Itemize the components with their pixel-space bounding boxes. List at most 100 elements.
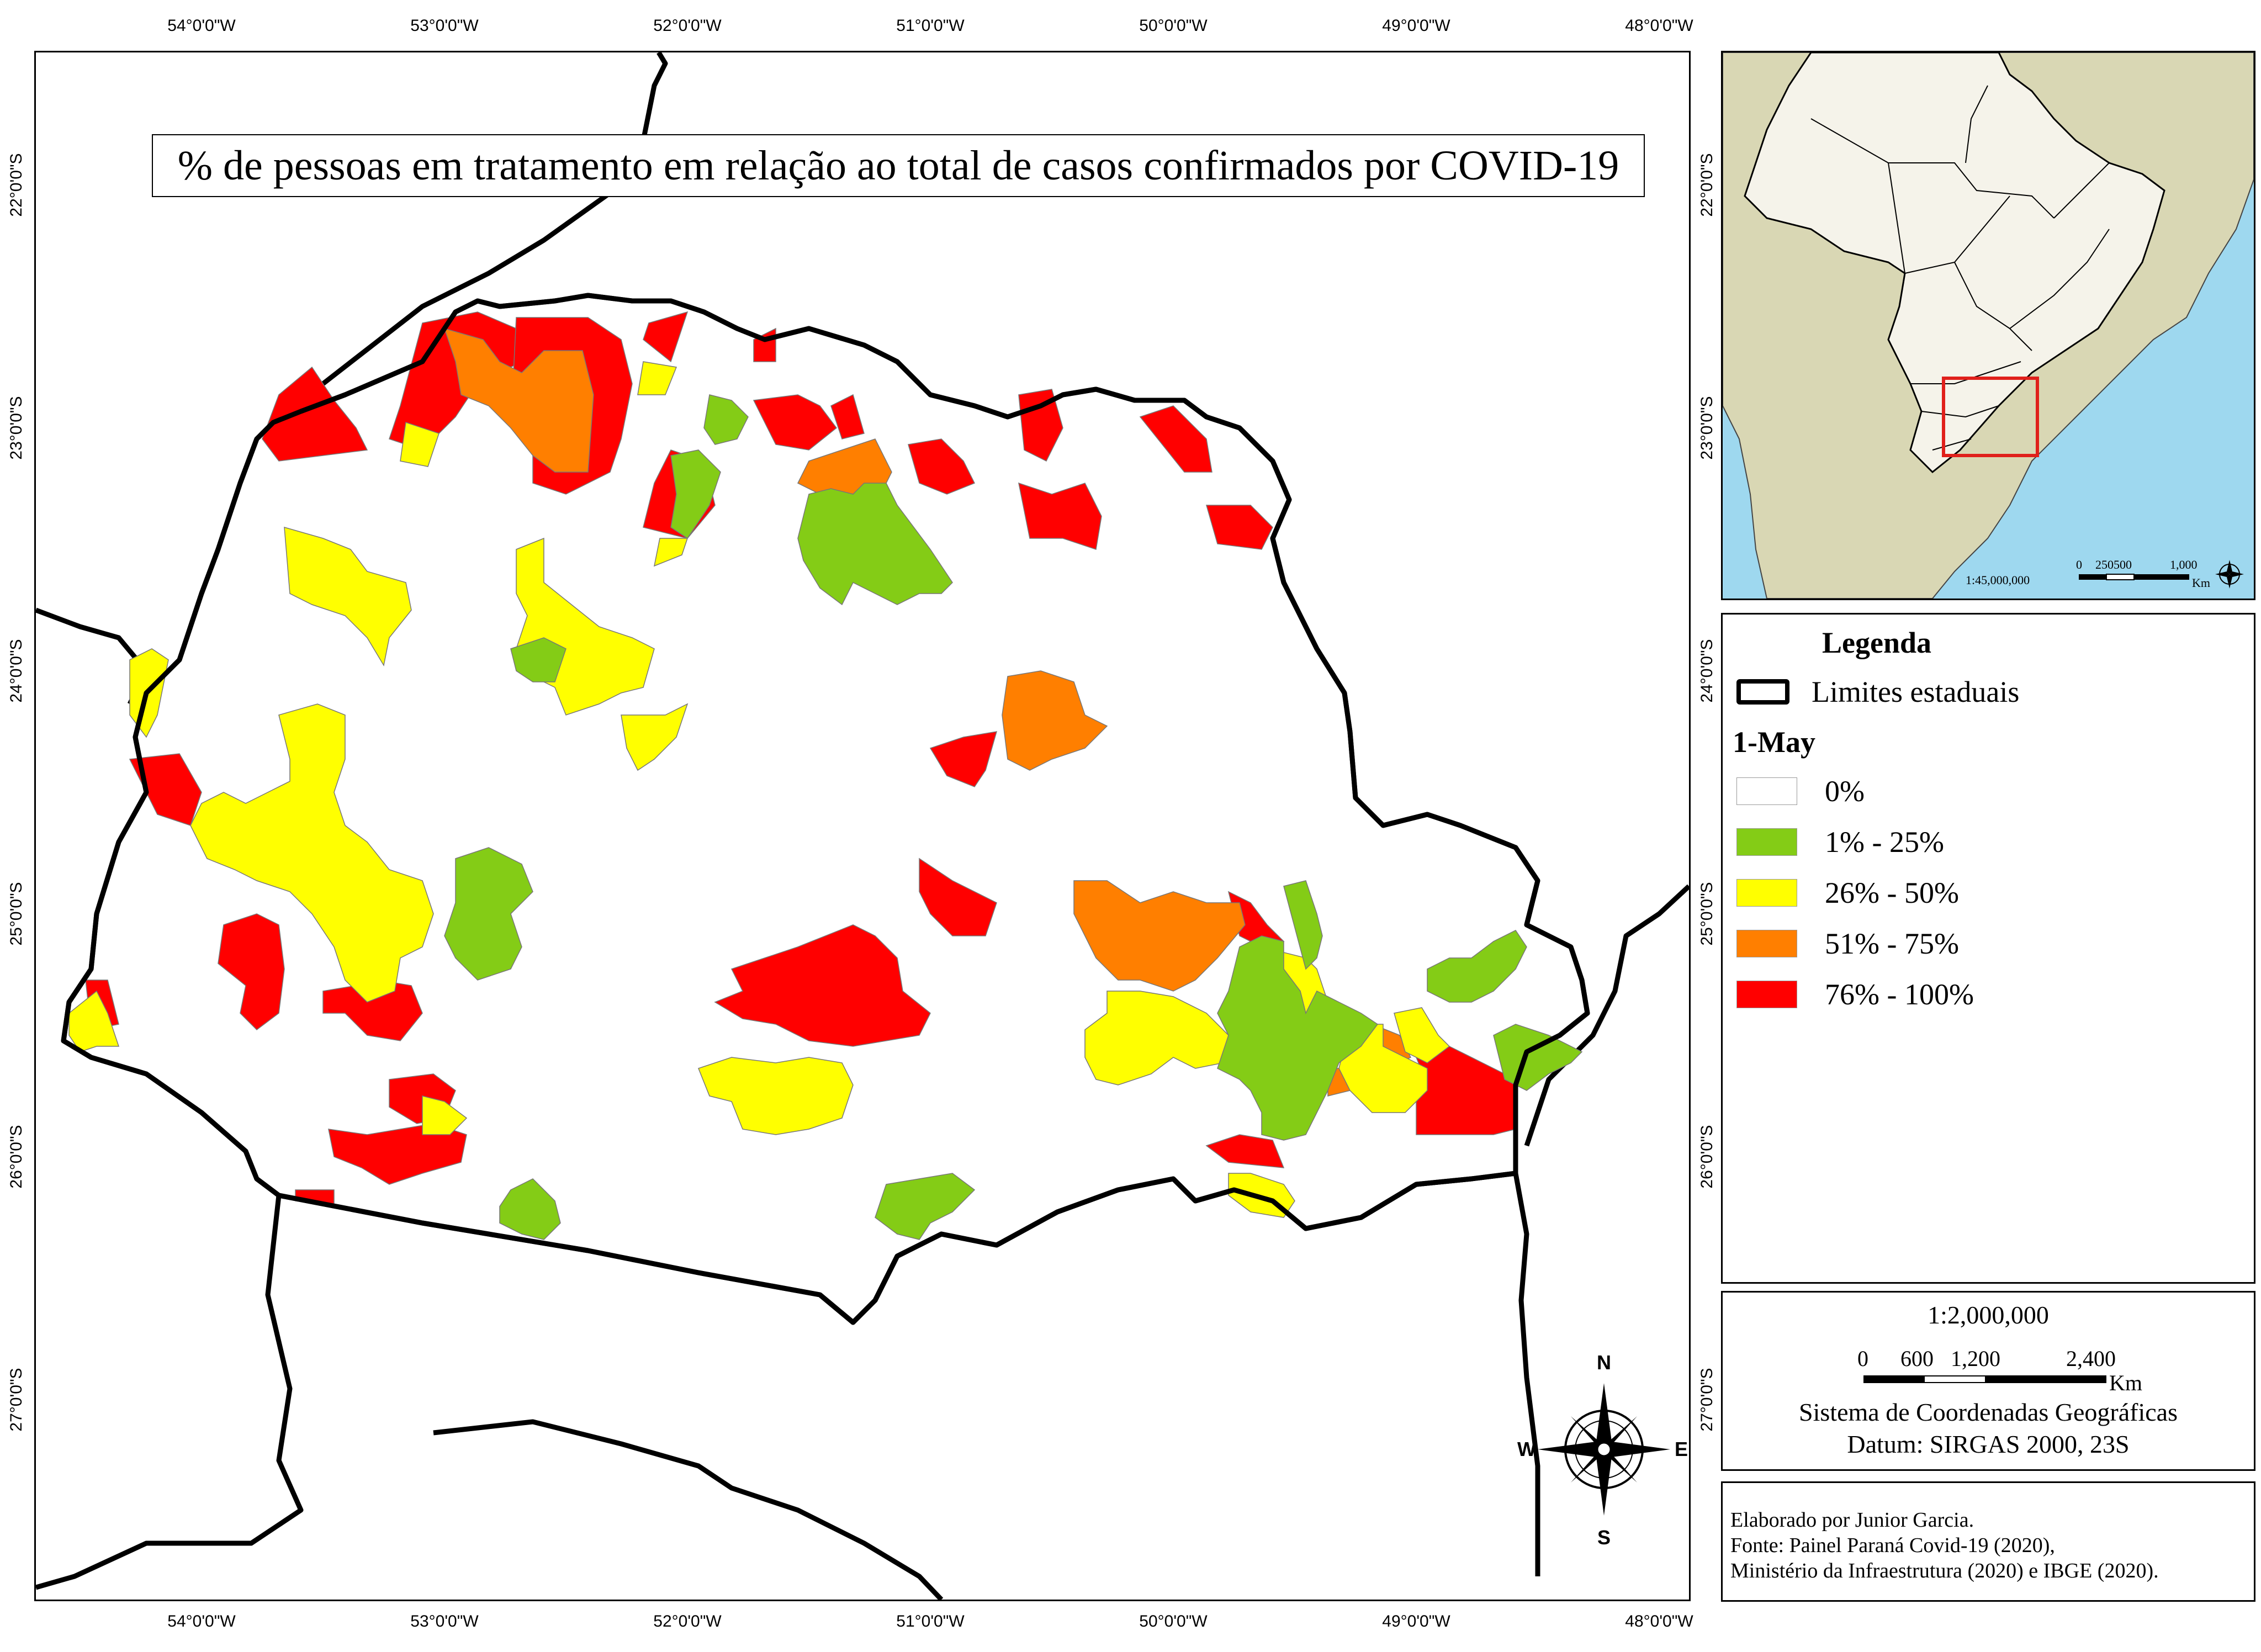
lon-tick-top-52: 52°0'0"W	[653, 17, 722, 35]
inset-map[interactable]: 1:45,000,000 0 250500 1,000 Km	[1721, 51, 2255, 600]
south-label: S	[1597, 1526, 1611, 1549]
inset-map-svg: 1:45,000,000 0 250500 1,000 Km	[1723, 52, 2254, 599]
lon-tick-bottom-54: 54°0'0"W	[167, 1612, 236, 1630]
lon-tick-top-48: 48°0'0"W	[1625, 17, 1693, 35]
parana-map-svg: N S E W	[35, 51, 1691, 1602]
lat-tick-left-24: 24°0'0"S	[7, 639, 25, 703]
lat-tick-right-27: 27°0'0"S	[1698, 1368, 1716, 1432]
region-green[interactable]	[1427, 930, 1527, 1003]
region-orange[interactable]	[443, 327, 594, 473]
inset-scale: 1:45,000,000 0 250500 1,000 Km	[1966, 558, 2210, 590]
region-red[interactable]	[919, 857, 997, 936]
region-yellow[interactable]	[68, 990, 120, 1052]
legend-item-0: 0%	[1736, 775, 1865, 808]
main-map[interactable]: N S E W % de pessoas em tratamento em re…	[34, 51, 1691, 1602]
lon-tick-bottom-48: 48°0'0"W	[1625, 1612, 1693, 1630]
inset-compass-icon	[2215, 560, 2244, 589]
scale-panel: 1:2,000,000 0 600 1,200 2,400 Km Sistema…	[1721, 1291, 2255, 1471]
region-yellow[interactable]	[1084, 991, 1229, 1086]
credit-author: Elaborado por Junior Garcia.	[1730, 1508, 1974, 1532]
east-label: E	[1675, 1438, 1688, 1460]
inset-scale-tick-0: 0	[2076, 558, 2082, 571]
region-red[interactable]	[1206, 505, 1273, 550]
region-red[interactable]	[753, 394, 838, 451]
lat-tick-right-22: 22°0'0"S	[1698, 153, 1716, 217]
lon-tick-top-49: 49°0'0"W	[1382, 17, 1450, 35]
lat-tick-left-27: 27°0'0"S	[7, 1368, 25, 1432]
legend-panel: Legenda Limites estaduais 1-May 0% 1% - …	[1721, 613, 2255, 1284]
region-yellow[interactable]	[422, 1095, 468, 1135]
lon-tick-bottom-49: 49°0'0"W	[1382, 1612, 1450, 1630]
region-green[interactable]	[1283, 880, 1323, 970]
brazil-state-lines	[1810, 85, 2110, 451]
lon-tick-top-50: 50°0'0"W	[1139, 17, 1208, 35]
region-yellow[interactable]	[190, 703, 434, 1003]
region-green[interactable]	[499, 1178, 561, 1240]
region-red[interactable]	[1205, 1134, 1285, 1168]
credit-source-1: Fonte: Painel Paraná Covid-19 (2020),	[1730, 1534, 2055, 1557]
scale-tick-600: 600	[1900, 1346, 1934, 1371]
region-yellow[interactable]	[1394, 1007, 1450, 1063]
region-yellow[interactable]	[698, 1057, 854, 1135]
region-red[interactable]	[753, 327, 776, 362]
scale-unit: Km	[2109, 1370, 2142, 1395]
region-yellow[interactable]	[653, 538, 689, 567]
lon-tick-bottom-51: 51°0'0"W	[896, 1612, 965, 1630]
crs-label: Sistema de Coordenadas Geográficas	[1799, 1398, 2178, 1426]
region-red[interactable]	[262, 366, 368, 462]
north-arrow: N S E W	[1517, 1351, 1688, 1549]
scale-tick-1200: 1,200	[1951, 1346, 2000, 1371]
region-green[interactable]	[670, 449, 721, 539]
parana-border	[61, 293, 1590, 1325]
region-red[interactable]	[929, 731, 998, 787]
scale-ratio: 1:2,000,000	[1928, 1301, 2049, 1329]
region-orange[interactable]	[1002, 670, 1108, 771]
region-yellow[interactable]	[637, 361, 677, 395]
region-red[interactable]	[908, 438, 976, 495]
credit-source-2: Ministério da Infraestrutura (2020) e IB…	[1730, 1559, 2159, 1582]
region-yellow[interactable]	[284, 526, 412, 667]
lon-tick-top-53: 53°0'0"W	[410, 17, 479, 35]
inset-scale-unit: Km	[2192, 576, 2210, 590]
legend-swatch-4	[1736, 981, 1797, 1008]
region-red[interactable]	[328, 1123, 467, 1185]
inset-scale-tick-2: 1,000	[2170, 558, 2198, 571]
map-title: % de pessoas em tratamento em relação ao…	[152, 134, 1645, 197]
legend-label-3: 51% - 75%	[1825, 927, 1959, 960]
region-red[interactable]	[1018, 482, 1102, 550]
region-red[interactable]	[714, 924, 931, 1047]
lon-tick-bottom-50: 50°0'0"W	[1139, 1612, 1208, 1630]
scale-tick-2400: 2,400	[2066, 1346, 2116, 1371]
region-red[interactable]	[830, 394, 865, 440]
region-green[interactable]	[1217, 935, 1379, 1141]
region-green[interactable]	[797, 483, 953, 606]
legend-label-1: 1% - 25%	[1825, 825, 1944, 859]
lat-tick-left-23: 23°0'0"S	[7, 396, 25, 460]
legend-item-1: 1% - 25%	[1736, 825, 1944, 859]
region-green[interactable]	[703, 394, 749, 445]
region-red[interactable]	[129, 753, 202, 826]
region-green[interactable]	[875, 1173, 976, 1240]
region-green[interactable]	[444, 847, 533, 981]
north-label: N	[1597, 1351, 1611, 1374]
region-yellow[interactable]	[621, 703, 689, 771]
region-red[interactable]	[1139, 405, 1212, 473]
region-green[interactable]	[510, 637, 566, 682]
lat-tick-left-26: 26°0'0"S	[7, 1125, 25, 1189]
scale-bar	[1863, 1375, 2106, 1383]
legend-heading: Legenda	[1822, 626, 1932, 659]
legend-item-3: 51% - 75%	[1736, 927, 1959, 960]
legend-swatch-0	[1736, 777, 1797, 805]
region-yellow[interactable]	[400, 422, 440, 467]
legend-swatch-2	[1736, 879, 1797, 907]
region-orange[interactable]	[1073, 880, 1246, 992]
legend-item-boundary: Limites estaduais	[1736, 675, 2019, 708]
scale-tick-0: 0	[1857, 1346, 1868, 1371]
region-red[interactable]	[643, 311, 689, 363]
region-green[interactable]	[1493, 1024, 1583, 1091]
lat-tick-right-25: 25°0'0"S	[1698, 882, 1716, 946]
lat-tick-right-23: 23°0'0"S	[1698, 396, 1716, 460]
lon-tick-bottom-53: 53°0'0"W	[410, 1612, 479, 1630]
region-red[interactable]	[218, 913, 285, 1030]
legend-label-boundary: Limites estaduais	[1812, 675, 2020, 708]
